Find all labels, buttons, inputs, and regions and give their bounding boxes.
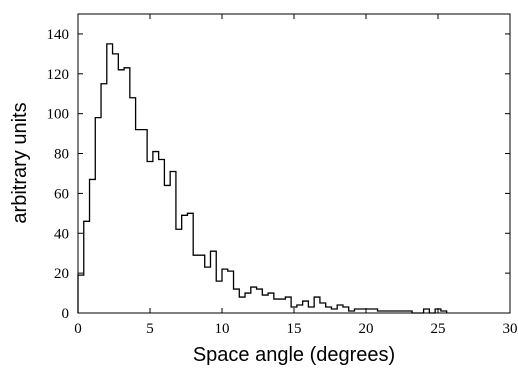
x-tick-label-0: 0 (74, 321, 82, 337)
y-tick-label-60: 60 (54, 186, 69, 202)
y-tick-label-40: 40 (54, 226, 69, 242)
y-tick-label-100: 100 (47, 107, 70, 123)
y-tick-label-0: 0 (62, 306, 70, 322)
y-tick-label-80: 80 (54, 147, 69, 163)
y-axis-title: arbitrary units (9, 102, 31, 223)
x-axis-title: Space angle (degrees) (193, 344, 395, 366)
histogram-series (77, 43, 448, 314)
x-axis-ticks: 0 5 10 15 20 25 30 (74, 14, 518, 337)
plot-frame (77, 13, 511, 314)
x-tick-label-15: 15 (287, 321, 302, 337)
y-tick-label-140: 140 (47, 27, 70, 43)
x-tick-label-10: 10 (215, 321, 230, 337)
x-tick-label-25: 25 (431, 321, 446, 337)
y-tick-label-20: 20 (54, 266, 69, 282)
y-axis-ticks: 0 20 40 60 80 100 120 140 (47, 27, 510, 322)
x-tick-label-5: 5 (146, 321, 154, 337)
y-tick-label-120: 120 (47, 67, 70, 83)
x-tick-label-30: 30 (503, 321, 518, 337)
x-tick-label-20: 20 (359, 321, 374, 337)
